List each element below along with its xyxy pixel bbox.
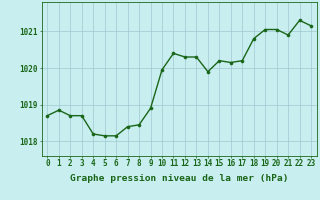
X-axis label: Graphe pression niveau de la mer (hPa): Graphe pression niveau de la mer (hPa): [70, 174, 288, 183]
